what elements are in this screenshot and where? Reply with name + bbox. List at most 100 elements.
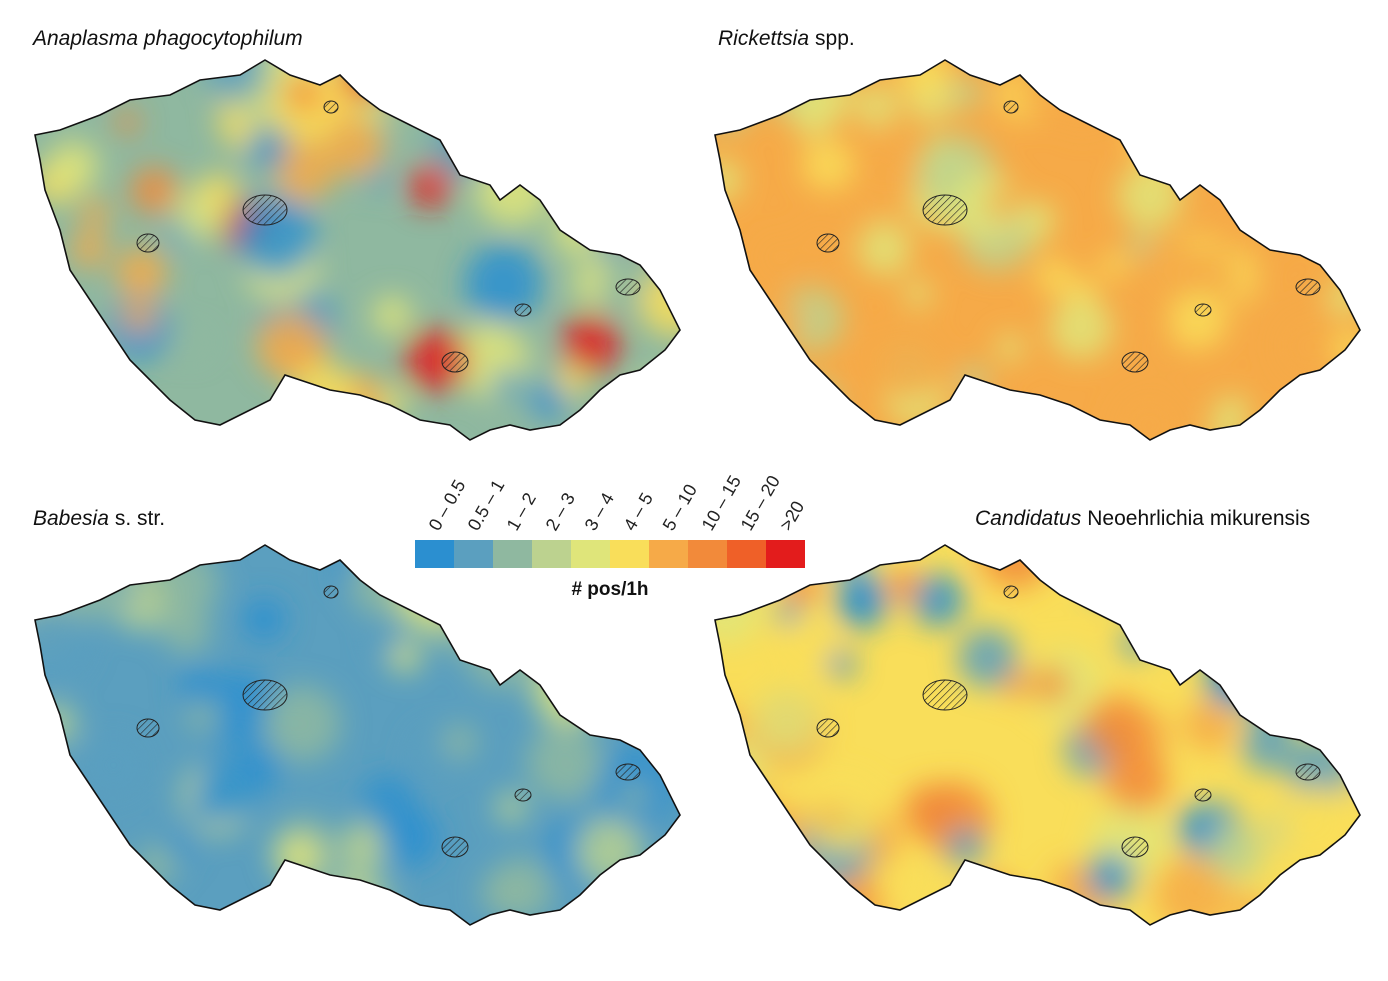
map-blob — [35, 377, 112, 440]
map-blob — [635, 373, 680, 421]
map-blob — [1278, 785, 1357, 865]
map-blob — [589, 77, 618, 106]
map-blob — [886, 569, 920, 603]
map-blob — [1327, 277, 1360, 316]
map-blob — [1183, 580, 1221, 619]
map-blob — [249, 165, 283, 199]
map-blob — [1231, 893, 1270, 925]
legend-swatch — [688, 540, 727, 568]
map-blob — [274, 834, 323, 882]
map-blob — [715, 88, 751, 131]
map-blob — [1207, 824, 1264, 881]
map-blob — [493, 370, 520, 397]
map-blob — [163, 606, 212, 655]
map-blob — [263, 685, 341, 762]
legend-bin-label: 2 – 3 — [542, 489, 579, 534]
map-blob — [45, 546, 121, 622]
map-blob — [1037, 60, 1106, 101]
map-blob — [1286, 598, 1326, 639]
map-blob — [1177, 809, 1214, 846]
map-blob — [903, 783, 959, 840]
city-hatch — [922, 194, 968, 226]
map-blob — [113, 545, 150, 574]
map-blob — [256, 311, 325, 380]
map-blob — [1160, 545, 1221, 589]
map-blob — [1135, 237, 1206, 308]
map-blob — [408, 165, 452, 209]
map-blob — [372, 295, 413, 336]
map-blob — [949, 77, 982, 110]
map-blob — [1083, 695, 1148, 760]
map-panel: Rickettsia spp. — [714, 27, 1361, 441]
map-blob — [51, 78, 77, 104]
city-hatch — [441, 836, 469, 858]
map-blob — [820, 545, 883, 579]
map-blob — [621, 657, 669, 704]
legend-swatch — [493, 540, 532, 568]
map-blob — [130, 167, 178, 215]
map-blob — [786, 378, 841, 433]
map-blob — [169, 195, 196, 222]
panel-title: Anaplasma phagocytophilum — [31, 27, 303, 50]
map-blob — [247, 127, 288, 168]
map-blob — [480, 871, 525, 915]
city-hatch — [514, 788, 532, 802]
map-blob — [1183, 699, 1236, 752]
map-blob — [1019, 201, 1057, 238]
map-blob — [395, 565, 462, 632]
city-hatch — [1003, 585, 1019, 599]
legend-title: # pos/1h — [571, 579, 648, 600]
city-hatch — [1121, 351, 1149, 373]
map-blob — [818, 804, 844, 830]
city-hatch — [922, 679, 968, 711]
city-hatch — [1194, 303, 1212, 317]
map-blob — [325, 117, 385, 177]
legend-bin-label: 0.5 – 1 — [464, 476, 509, 534]
map-blob — [1241, 719, 1295, 772]
map-blob — [178, 667, 217, 706]
map-blob — [898, 60, 951, 97]
map-blob — [759, 238, 797, 277]
map-blob — [1332, 331, 1360, 367]
map-blob — [732, 780, 768, 817]
map-blob — [1131, 104, 1196, 169]
map-blob — [715, 574, 762, 645]
legend-bin-label: 1 – 2 — [503, 489, 540, 534]
map-blob — [365, 167, 391, 193]
map-blob — [318, 870, 392, 925]
map-blob — [904, 280, 933, 308]
legend-swatch — [727, 540, 766, 568]
city-hatch — [615, 763, 641, 781]
map-blob — [121, 300, 156, 334]
map-blob — [35, 607, 88, 680]
map-blob — [715, 339, 762, 420]
city-hatch — [1003, 100, 1019, 114]
map-blob — [346, 60, 393, 97]
city-hatch — [323, 100, 339, 114]
map-fill — [715, 60, 1360, 440]
map-blob — [442, 724, 478, 759]
city-hatch — [242, 679, 288, 711]
legend-swatch — [415, 540, 454, 568]
map-blob — [996, 333, 1025, 362]
map-blob — [83, 735, 144, 796]
map-blob — [567, 649, 629, 711]
panel-title-rest: Neoehrlichia mikurensis — [1087, 507, 1310, 530]
legend-swatch — [766, 540, 805, 568]
city-hatch — [242, 194, 288, 226]
map-blob — [1103, 746, 1170, 813]
legend-swatch — [649, 540, 688, 568]
legend-bin-label: 4 – 5 — [620, 489, 657, 534]
map-blob — [379, 807, 440, 868]
map-blob — [35, 551, 74, 612]
map-blob — [115, 247, 167, 299]
city-hatch — [615, 278, 641, 296]
map-blob — [190, 792, 221, 823]
map-blob — [637, 696, 672, 730]
map-blob — [1251, 686, 1297, 733]
map-blob — [1033, 666, 1070, 703]
map-blob — [1154, 336, 1183, 366]
map-blob — [715, 814, 754, 862]
panel-title-italic: Rickettsia — [718, 27, 809, 50]
